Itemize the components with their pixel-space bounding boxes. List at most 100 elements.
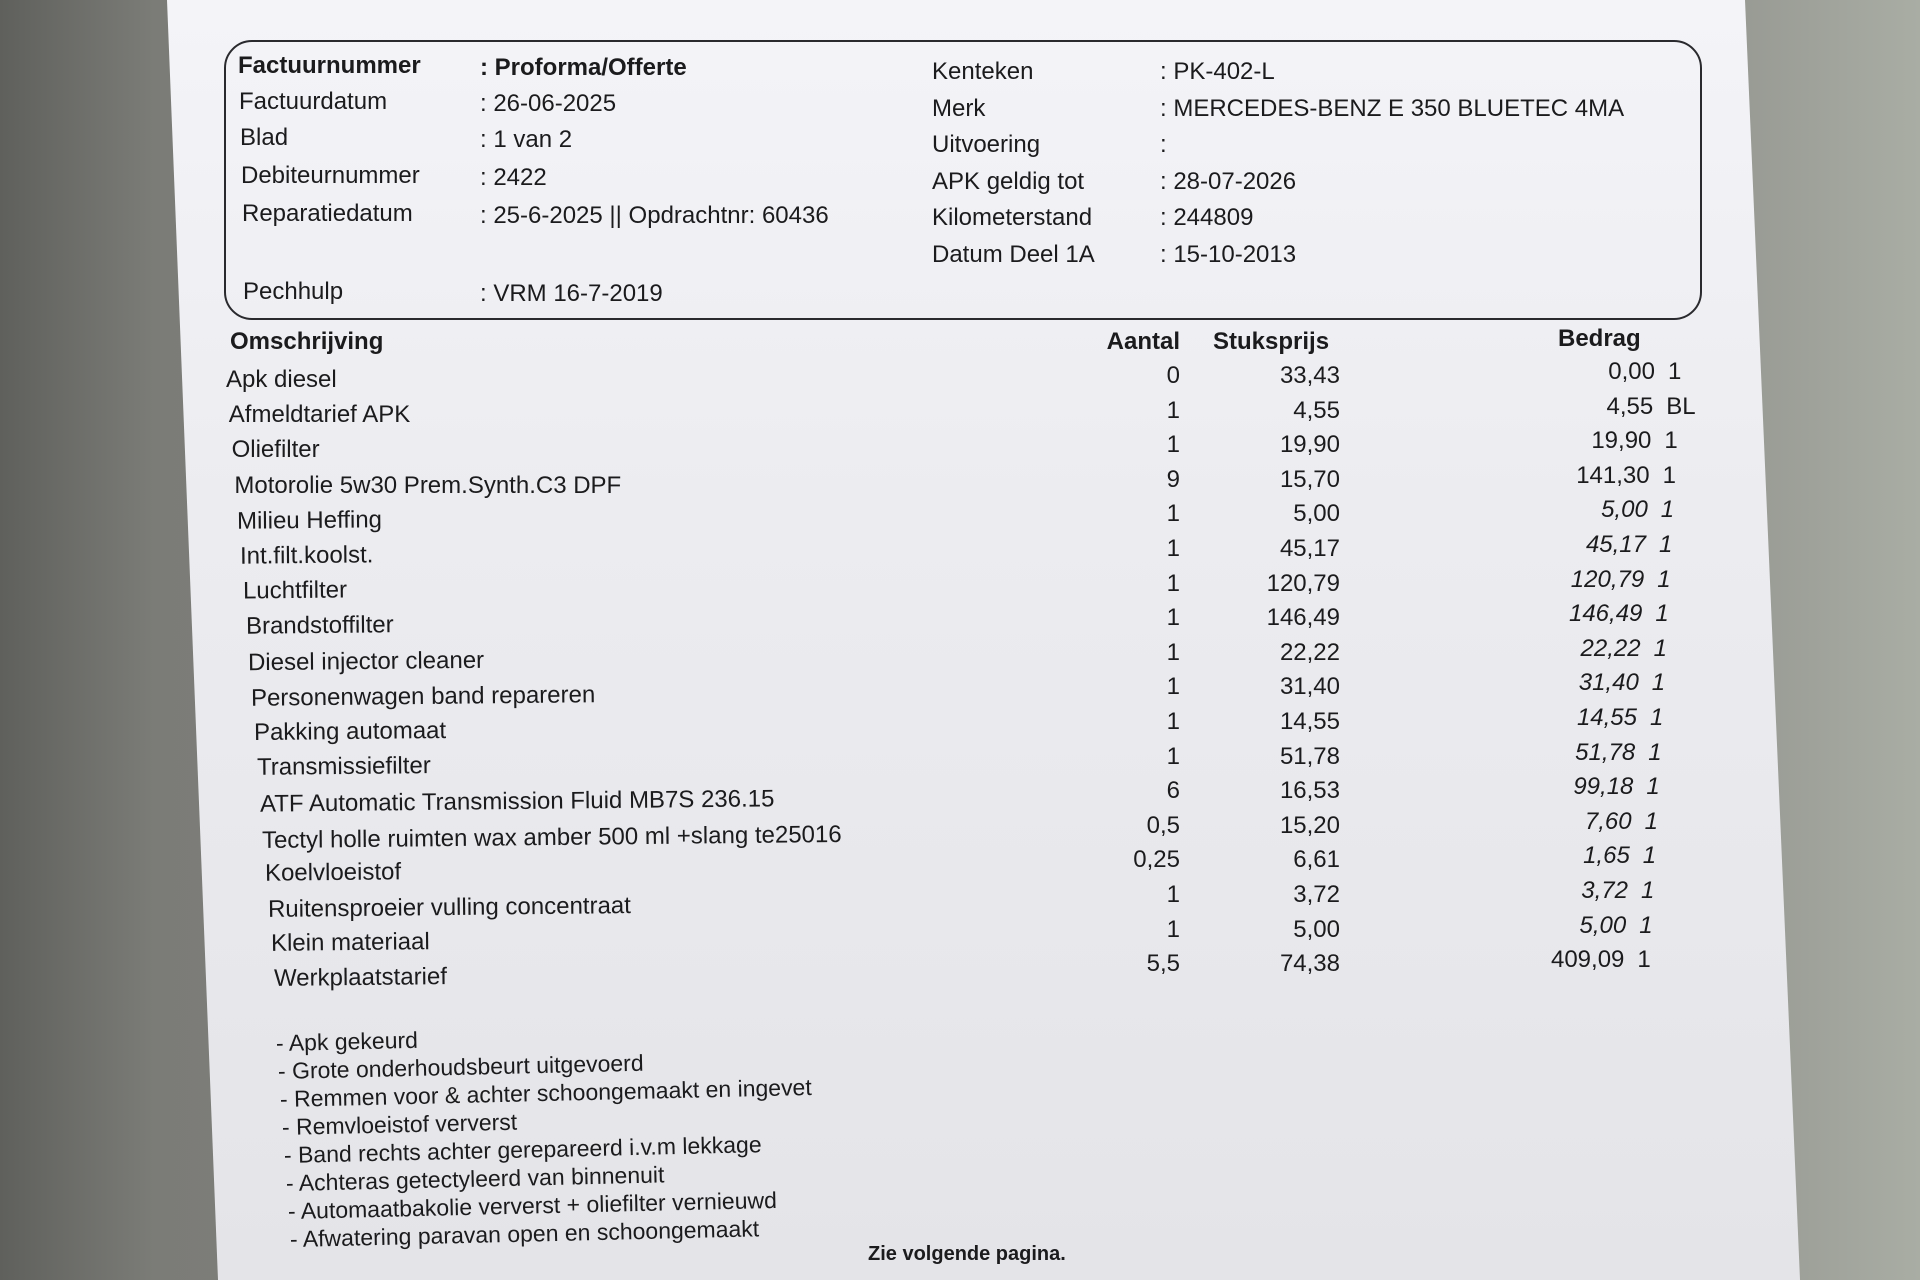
line-amount: 141,30: [1576, 461, 1650, 489]
col-unit-price-header: Stuksprijs: [1213, 328, 1330, 355]
line-amount: 14,55: [1576, 704, 1637, 731]
line-description: ATF Automatic Transmission Fluid MB7S 23…: [259, 785, 775, 819]
header-label: Uitvoering: [932, 131, 1041, 158]
line-amount: 120,79: [1570, 565, 1645, 593]
line-description: Oliefilter: [231, 436, 320, 464]
header-value: : PK-402-L: [1160, 58, 1275, 85]
line-quantity: 1: [1166, 673, 1180, 701]
line-vat-code: 1: [1653, 634, 1667, 662]
line-amount: 0,00: [1608, 358, 1655, 385]
line-unit-price: 4,55: [1293, 396, 1340, 424]
line-quantity: 6: [1166, 777, 1180, 805]
line-amount: 5,00: [1579, 911, 1627, 939]
header-value: : 1 van 2: [480, 126, 573, 153]
footer-next-page: Zie volgende pagina.: [868, 1243, 1066, 1265]
line-unit-price: 22,22: [1279, 638, 1340, 666]
col-amount-header: Bedrag: [1558, 325, 1641, 352]
line-quantity: 1: [1166, 396, 1180, 424]
line-quantity: 1: [1166, 604, 1180, 632]
line-quantity: 1: [1166, 431, 1180, 459]
line-vat-code: 1: [1639, 911, 1653, 939]
note-item: - Remvloeistof ververst: [281, 1108, 518, 1140]
line-vat-code: 1: [1646, 773, 1660, 801]
col-description-header: Omschrijving: [230, 328, 384, 355]
line-quantity: 1: [1166, 915, 1180, 943]
line-quantity: 0,5: [1146, 811, 1180, 839]
line-quantity: 1: [1166, 569, 1180, 597]
line-unit-price: 5,00: [1293, 500, 1340, 528]
line-vat-code: 1: [1648, 738, 1662, 766]
line-amount: 4,55: [1606, 392, 1654, 420]
line-unit-price: 5,00: [1293, 915, 1340, 943]
header-value: : 244809: [1160, 204, 1254, 231]
line-description: Milieu Heffing: [237, 506, 383, 535]
line-amount: 19,90: [1591, 427, 1652, 455]
line-unit-price: 51,78: [1279, 742, 1340, 770]
line-unit-price: 16,53: [1279, 777, 1340, 805]
line-amount: 409,09: [1550, 946, 1625, 974]
line-vat-code: 1: [1641, 877, 1655, 904]
header-label: Datum Deel 1A: [932, 240, 1095, 268]
line-description: Koelvloeistof: [265, 858, 402, 887]
line-unit-price: 33,43: [1279, 362, 1340, 389]
line-unit-price: 15,20: [1279, 811, 1340, 839]
line-amount: 3,72: [1581, 877, 1628, 904]
line-unit-price: 3,72: [1293, 881, 1340, 908]
line-vat-code: 1: [1637, 946, 1651, 974]
line-amount: 45,17: [1585, 531, 1646, 558]
line-vat-code: 1: [1668, 358, 1682, 385]
header-value: : 28-07-2026: [1160, 167, 1297, 195]
header-value: : 26-06-2025: [480, 90, 617, 117]
col-quantity-header: Aantal: [1106, 328, 1180, 355]
note-item: - Apk gekeurd: [275, 1026, 419, 1056]
line-unit-price: 31,40: [1279, 673, 1340, 701]
line-unit-price: 19,90: [1279, 431, 1340, 459]
line-amount: 5,00: [1601, 496, 1648, 524]
header-label: Factuurdatum: [239, 88, 388, 115]
header-label: Merk: [932, 94, 986, 122]
invoice-header-box: [224, 40, 1702, 320]
line-quantity: 1: [1166, 742, 1180, 770]
line-quantity: 9: [1166, 465, 1180, 493]
header-value: : 2422: [480, 164, 547, 191]
header-label: Factuurnummer: [238, 52, 421, 79]
line-vat-code: 1: [1662, 461, 1676, 489]
line-quantity: 5,5: [1146, 950, 1180, 978]
line-quantity: 1: [1166, 535, 1180, 562]
header-value: :: [1160, 131, 1167, 158]
line-unit-price: 74,38: [1279, 950, 1340, 978]
line-amount: 99,18: [1573, 773, 1634, 801]
line-description: Int.filt.koolst.: [239, 541, 374, 570]
line-description: Personenwagen band repareren: [251, 680, 596, 712]
line-vat-code: 1: [1655, 600, 1669, 628]
header-label: Reparatiedatum: [242, 200, 413, 227]
line-vat-code: BL: [1666, 392, 1696, 420]
line-unit-price: 15,70: [1279, 465, 1340, 493]
header-value: : Proforma/Offerte: [480, 54, 687, 81]
line-vat-code: 1: [1664, 427, 1678, 455]
header-label: Kilometerstand: [932, 204, 1093, 231]
line-unit-price: 14,55: [1279, 708, 1340, 735]
line-unit-price: 45,17: [1279, 535, 1340, 562]
header-value: : MERCEDES-BENZ E 350 BLUETEC 4MA: [1160, 94, 1625, 122]
line-unit-price: 120,79: [1266, 569, 1340, 597]
line-description: Ruitensproeier vulling concentraat: [267, 892, 632, 923]
line-vat-code: 1: [1644, 807, 1658, 835]
line-description: Afmeldtarief APK: [228, 401, 411, 429]
line-amount: 1,65: [1583, 842, 1630, 870]
line-description: Klein materiaal: [270, 928, 430, 958]
header-label: APK geldig tot: [932, 167, 1085, 195]
line-quantity: 0: [1166, 362, 1180, 389]
header-value: : 25-6-2025 || Opdrachtnr: 60436: [480, 202, 829, 229]
line-description: Motorolie 5w30 Prem.Synth.C3 DPF: [234, 471, 622, 499]
line-vat-code: 1: [1659, 531, 1673, 558]
header-value: : 15-10-2013: [1160, 240, 1297, 268]
line-description: Apk diesel: [226, 366, 337, 393]
line-description: Brandstoffilter: [245, 611, 394, 641]
line-description: Werkplaatstarief: [273, 963, 447, 993]
line-unit-price: 146,49: [1266, 604, 1340, 632]
line-amount: 31,40: [1578, 669, 1639, 697]
header-label: Kenteken: [932, 58, 1034, 85]
line-amount: 146,49: [1568, 600, 1643, 628]
